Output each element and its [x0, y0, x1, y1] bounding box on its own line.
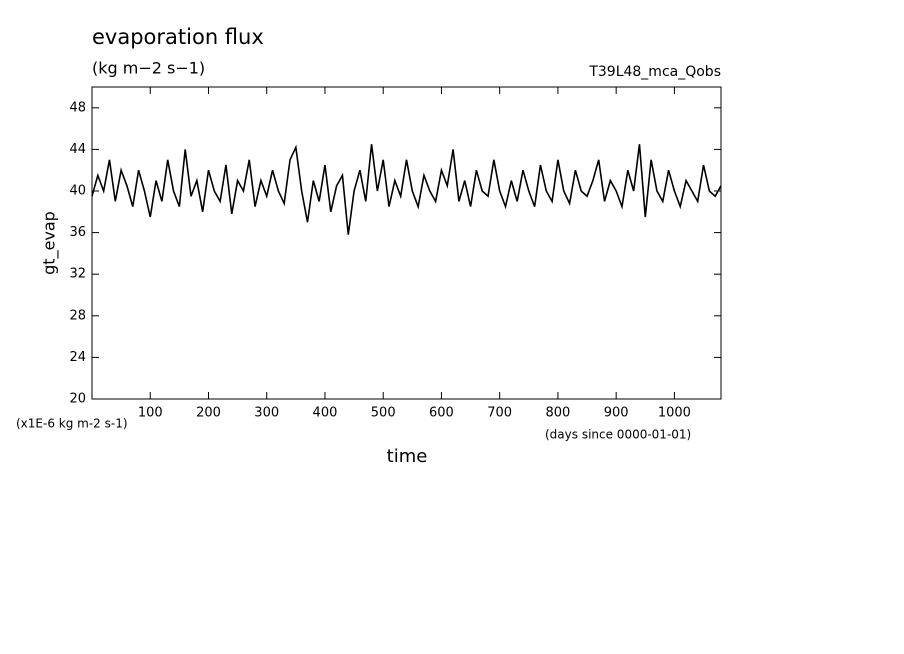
x-tick-label: 600	[429, 406, 454, 421]
y-axis-label: gt_evap	[40, 211, 60, 275]
x-tick-label: 300	[254, 406, 279, 421]
y-tick-label: 28	[69, 308, 86, 323]
run-label: T39L48_mca_Qobs	[588, 64, 721, 80]
chart-subtitle: (kg m−2 s−1)	[92, 59, 205, 78]
x-tick-label: 400	[313, 406, 338, 421]
x-tick-label: 100	[138, 406, 163, 421]
x-tick-label: 200	[196, 406, 221, 421]
y-tick-label: 40	[69, 184, 86, 199]
y-tick-label: 36	[69, 225, 86, 240]
x-unit-note: (days since 0000-01-01)	[545, 428, 691, 442]
y-unit-note: (x1E-6 kg m-2 s-1)	[16, 417, 128, 431]
y-tick-label: 32	[69, 267, 86, 282]
x-tick-label: 900	[604, 406, 629, 421]
chart-title: evaporation flux	[92, 25, 264, 49]
x-axis-label: time	[387, 446, 428, 467]
y-tick-label: 44	[69, 142, 86, 157]
x-tick-label: 700	[487, 406, 512, 421]
x-tick-label: 800	[546, 406, 571, 421]
y-tick-label: 24	[69, 350, 86, 365]
x-tick-label: 500	[371, 406, 396, 421]
plot-frame	[91, 86, 722, 400]
y-tick-label: 20	[69, 392, 86, 407]
data-line	[91, 144, 722, 235]
y-tick-label: 48	[69, 100, 86, 115]
x-tick-label: 1000	[658, 406, 691, 421]
